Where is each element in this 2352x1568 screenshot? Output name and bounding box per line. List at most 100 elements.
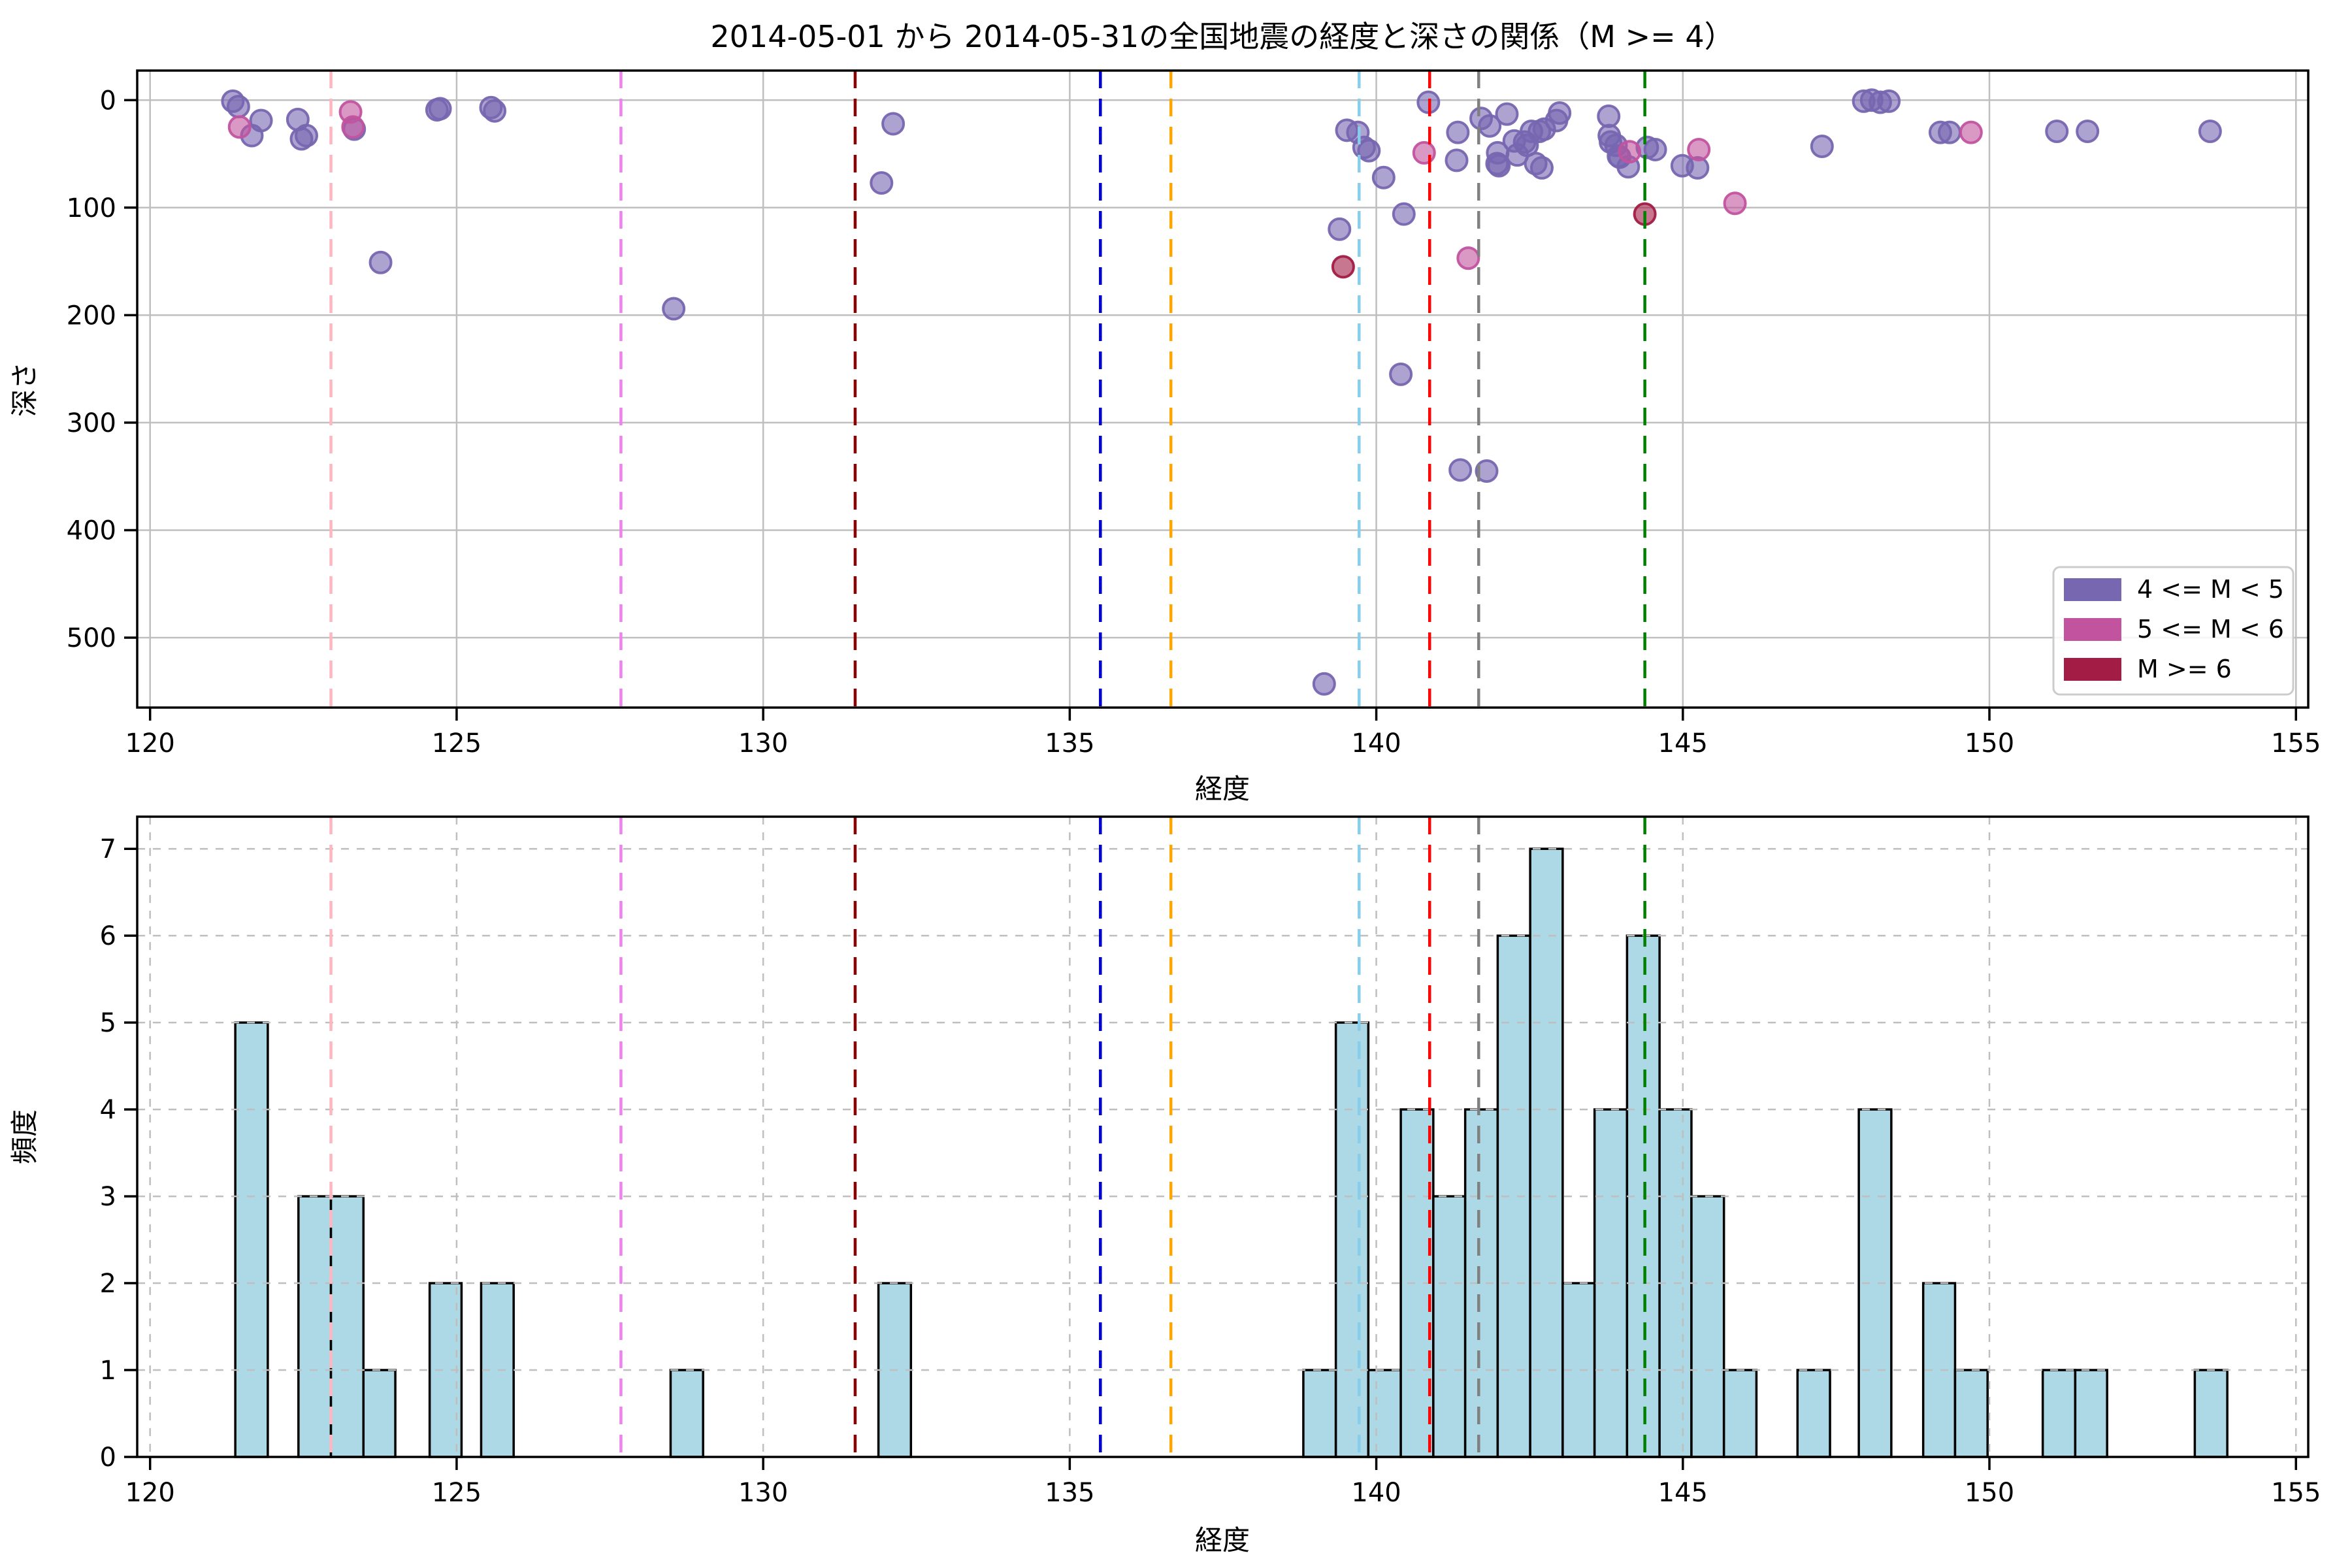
hist-bar <box>297 1195 333 1458</box>
x-tick-label: 125 <box>432 728 482 759</box>
scatter-point <box>1478 114 1502 138</box>
scatter-point <box>1445 148 1469 172</box>
scatter-point <box>1597 104 1621 128</box>
hist-bar <box>329 1195 365 1458</box>
y-tick-label: 4 <box>100 1095 116 1125</box>
x-tick-label: 140 <box>1351 728 1401 759</box>
y-tick-label: 200 <box>67 301 116 331</box>
scatter-point <box>1392 202 1416 226</box>
x-tick-label: 135 <box>1045 1478 1094 1508</box>
hist-bar <box>1796 1369 1831 1458</box>
hist-bar <box>1529 847 1564 1458</box>
y-tick-label: 400 <box>67 515 116 546</box>
hist-bar <box>234 1021 269 1458</box>
hist-bar <box>2041 1369 2077 1458</box>
scatter-point <box>1548 101 1572 125</box>
y-tick-label: 300 <box>67 408 116 438</box>
scatter-point <box>2198 119 2222 143</box>
hist-bar <box>2074 1369 2108 1458</box>
legend-swatch <box>2064 578 2121 601</box>
y-tick-label: 2 <box>100 1269 116 1299</box>
scatter-point <box>1487 154 1511 178</box>
scatter-point <box>1618 140 1642 164</box>
scatter-point <box>1723 191 1747 216</box>
scatter-point <box>1643 137 1667 161</box>
scatter-point <box>1331 255 1355 279</box>
x-tick-label: 130 <box>738 1478 788 1508</box>
scatter-point <box>341 115 365 139</box>
scatter-point <box>1412 140 1436 165</box>
x-tick-label: 125 <box>432 1478 482 1508</box>
scatter-point <box>1371 165 1396 189</box>
scatter-axes: 120 125 130 135 140 145 150 155 0 100 200 300 400 500… <box>67 69 2321 759</box>
scatter-point <box>295 123 319 148</box>
x-tick-label: 130 <box>738 728 788 759</box>
scatter-point <box>2076 119 2100 143</box>
scatter-point <box>1446 120 1470 144</box>
y-tick-label: 0 <box>100 1443 116 1473</box>
scatter-point <box>428 97 452 121</box>
scatter-point <box>1959 120 1983 144</box>
hist-bar <box>1722 1369 1758 1458</box>
hist-bar <box>1367 1369 1402 1458</box>
legend-label: 5 <= M < 6 <box>2137 615 2284 644</box>
x-tick-label: 140 <box>1351 1478 1401 1508</box>
histogram-xlabel: 経度 <box>1195 1524 1250 1556</box>
x-tick-label: 145 <box>1658 728 1708 759</box>
hist-bar <box>362 1369 397 1458</box>
scatter-point <box>1687 137 1711 161</box>
scatter-point <box>368 250 393 274</box>
scatter-point <box>1529 155 1554 180</box>
scatter-point <box>226 95 250 119</box>
scatter-point <box>1475 459 1499 483</box>
scatter-point <box>483 99 507 123</box>
axes-frame <box>136 69 2310 709</box>
scatter-point <box>1448 458 1473 482</box>
legend-swatch <box>2064 658 2121 681</box>
y-tick-label: 0 <box>100 86 116 116</box>
hist-bar <box>2193 1369 2229 1458</box>
hist-bar <box>1302 1369 1337 1458</box>
legend-label: 4 <= M < 5 <box>2137 575 2284 604</box>
y-tick-label: 7 <box>100 834 116 864</box>
x-tick-label: 120 <box>125 728 175 759</box>
hist-bar <box>1690 1195 1725 1458</box>
legend-swatch <box>2064 618 2121 641</box>
scatter-xlabel: 経度 <box>1195 773 1250 805</box>
scatter-point <box>870 171 894 195</box>
histogram-axes: 120 125 130 135 140 145 150 155 0 1 2 3 4 5 6 7 <box>100 815 2321 1508</box>
legend-label: M >= 6 <box>2137 655 2232 683</box>
hist-bar <box>1953 1369 1989 1458</box>
x-tick-label: 145 <box>1658 1478 1708 1508</box>
scatter-point <box>662 297 686 321</box>
scatter-point <box>1938 120 1962 144</box>
y-tick-label: 6 <box>100 921 116 951</box>
axes-frame <box>136 815 2310 1458</box>
y-tick-label: 500 <box>67 623 116 653</box>
hist-bar <box>1432 1195 1467 1458</box>
hist-bar <box>1334 1021 1370 1458</box>
scatter-point <box>1877 89 1901 113</box>
scatter-point <box>1312 672 1336 696</box>
y-tick-label: 1 <box>100 1356 116 1386</box>
hist-bar <box>669 1369 704 1458</box>
x-tick-label: 135 <box>1045 728 1094 759</box>
x-tick-label: 155 <box>2271 728 2321 759</box>
scatter-point <box>1389 362 1413 386</box>
scatter-point <box>881 112 906 136</box>
figure-title: 2014-05-01 から 2014-05-31の全国地震の経度と深さの関係（M… <box>710 19 1734 54</box>
y-tick-label: 100 <box>67 193 116 223</box>
x-tick-label: 150 <box>1965 1478 2014 1508</box>
histogram-ylabel: 頻度 <box>8 1109 41 1164</box>
scatter-ylabel: 深さ <box>8 362 41 417</box>
scatter-point <box>1456 246 1480 270</box>
x-tick-label: 155 <box>2271 1478 2321 1508</box>
scatter-point <box>2045 119 2069 143</box>
scatter-point <box>227 115 252 139</box>
scatter-point <box>1810 135 1834 159</box>
x-tick-label: 150 <box>1965 728 2014 759</box>
y-tick-label: 3 <box>100 1182 116 1212</box>
scatter-point <box>1357 139 1381 163</box>
